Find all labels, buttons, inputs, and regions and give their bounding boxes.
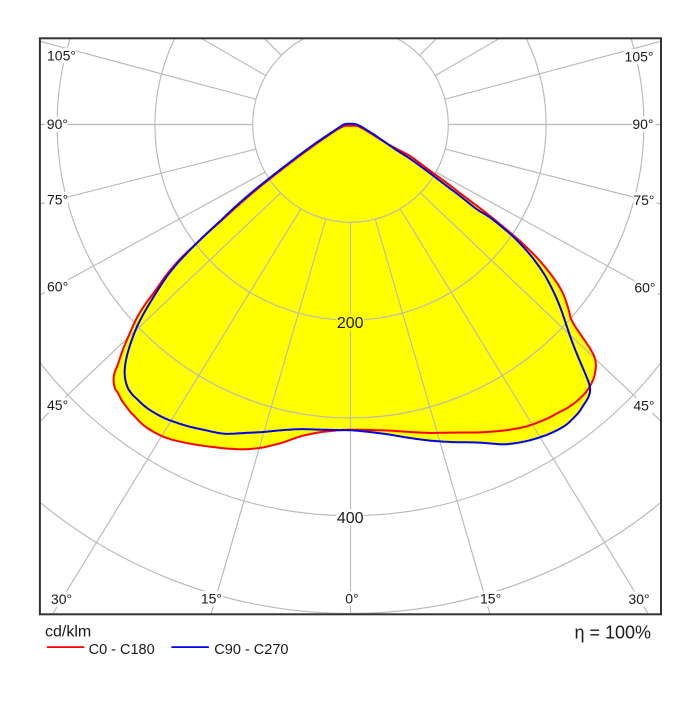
svg-text:cd/klm: cd/klm [45, 624, 91, 641]
svg-text:45°: 45° [633, 398, 654, 414]
svg-text:90°: 90° [47, 116, 68, 132]
svg-text:400: 400 [337, 510, 364, 527]
svg-text:15°: 15° [480, 591, 501, 607]
svg-text:105°: 105° [47, 48, 76, 64]
svg-text:η = 100%: η = 100% [574, 622, 651, 642]
svg-text:90°: 90° [632, 116, 653, 132]
svg-text:C90 - C270: C90 - C270 [214, 642, 288, 658]
svg-text:200: 200 [337, 315, 364, 332]
svg-text:15°: 15° [201, 591, 222, 607]
svg-text:C0 - C180: C0 - C180 [89, 642, 155, 658]
svg-text:60°: 60° [634, 280, 655, 296]
svg-text:75°: 75° [633, 192, 654, 208]
svg-text:60°: 60° [47, 279, 68, 295]
svg-text:75°: 75° [47, 192, 68, 208]
svg-text:30°: 30° [628, 591, 649, 607]
svg-text:30°: 30° [51, 591, 72, 607]
svg-text:105°: 105° [625, 49, 654, 65]
svg-text:0°: 0° [345, 591, 358, 607]
svg-text:45°: 45° [47, 397, 68, 413]
